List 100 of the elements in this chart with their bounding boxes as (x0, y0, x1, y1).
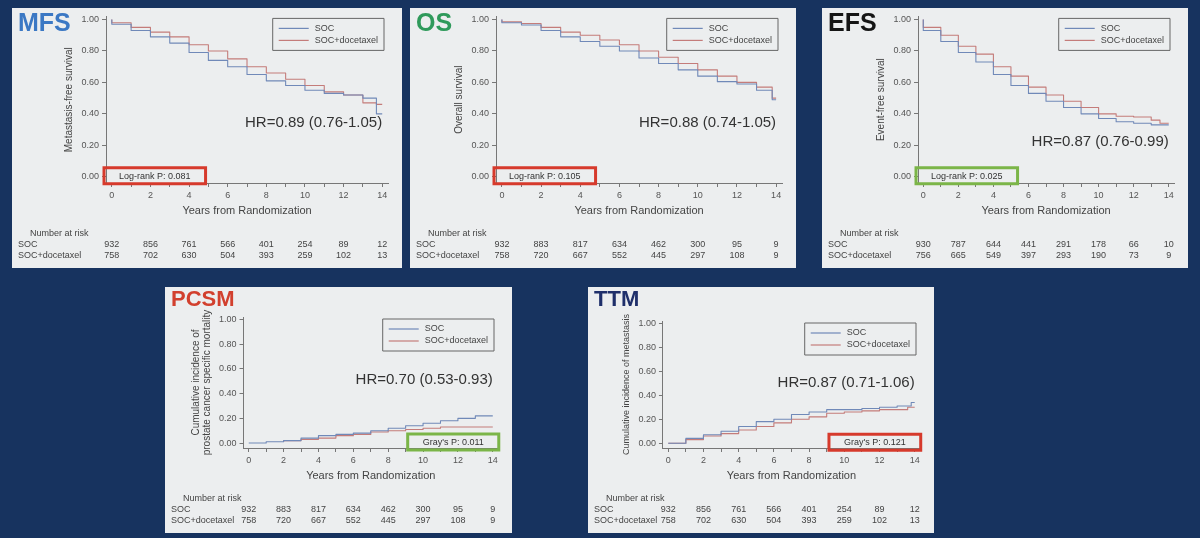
text: Number at risk (183, 493, 243, 504)
text: Number at risk (428, 228, 488, 239)
legend-label: SOC (314, 22, 335, 33)
x-tick-label: 14 (909, 454, 920, 465)
chart-title: EFS (828, 8, 877, 37)
text: 504 (220, 250, 236, 261)
x-tick-label: 10 (839, 454, 850, 465)
x-tick-label: 8 (385, 454, 391, 465)
x-tick-label: 0 (499, 189, 505, 200)
x-tick-label: 12 (338, 189, 349, 200)
text: SOC (171, 504, 191, 515)
text: 254 (297, 239, 313, 250)
x-tick-label: 4 (736, 454, 742, 465)
legend-label: SOC (708, 22, 729, 33)
chart-title: TTM (594, 286, 640, 312)
x-tick-label: 8 (806, 454, 812, 465)
text: 259 (836, 515, 852, 526)
text: 634 (611, 239, 627, 250)
legend-label: SOC (846, 327, 867, 338)
text: 441 (1020, 239, 1036, 250)
text: SOC+docetaxel (171, 515, 235, 526)
y-tick-label: 0.20 (638, 413, 656, 424)
text: 102 (336, 250, 352, 261)
text: 817 (572, 239, 588, 250)
text: 397 (1020, 250, 1036, 261)
x-tick-label: 10 (1093, 189, 1104, 200)
text: 761 (181, 239, 197, 250)
x-tick-label: 12 (731, 189, 742, 200)
y-tick-label: 0.40 (638, 389, 656, 400)
annotation: Log-rank P: 0.081 (119, 170, 191, 181)
text: 95 (452, 504, 463, 515)
text: 667 (572, 250, 588, 261)
text: 930 (915, 239, 931, 250)
text: 566 (220, 239, 236, 250)
y-tick-label: 0.00 (471, 171, 490, 182)
text: 102 (871, 515, 888, 526)
chart-title: MFS (18, 8, 71, 37)
text: 293 (1056, 250, 1072, 261)
text: SOC+docetaxel (18, 250, 82, 261)
annotation: Gray's P: 0.121 (843, 437, 906, 448)
text: 259 (297, 250, 313, 261)
text: 549 (985, 250, 1001, 261)
text: 401 (801, 504, 817, 515)
annotation: HR=0.70 (0.53-0.93) (355, 370, 493, 388)
x-tick-label: 2 (147, 189, 153, 200)
text: 89 (874, 504, 885, 515)
x-tick-label: 2 (538, 189, 544, 200)
text: 73 (1128, 250, 1139, 261)
text: 856 (142, 239, 158, 250)
text: 10 (1163, 239, 1174, 250)
legend-label: SOC+docetaxel (708, 34, 773, 45)
text: 291 (1056, 239, 1072, 250)
text: 393 (801, 515, 817, 526)
x-axis-title: Years from Randomization (182, 204, 312, 217)
annotation: Log-rank P: 0.025 (931, 170, 1003, 181)
x-tick-label: 2 (281, 454, 287, 465)
text: 95 (731, 239, 742, 250)
annotation: HR=0.87 (0.71-1.06) (777, 373, 915, 391)
y-tick-label: 1.00 (638, 317, 656, 328)
x-axis-title: Years from Randomization (306, 469, 436, 482)
text: 462 (651, 239, 667, 250)
text: SOC (416, 239, 436, 250)
text: 66 (1128, 239, 1139, 250)
text: SOC+docetaxel (828, 250, 892, 261)
text: 720 (276, 515, 292, 526)
y-tick-label: 0.60 (638, 365, 656, 376)
annotation: HR=0.88 (0.74-1.05) (638, 113, 777, 131)
x-tick-label: 4 (315, 454, 321, 465)
y-axis-title: Overall survival (453, 65, 464, 134)
y-tick-label: 0.40 (81, 108, 100, 119)
annotation: Gray's P: 0.011 (422, 437, 484, 448)
text: Number at risk (30, 228, 90, 239)
text: 393 (258, 250, 274, 261)
text: 13 (377, 250, 388, 261)
text: 401 (258, 239, 274, 250)
y-axis-title: Event-free survival (875, 58, 886, 142)
text: 552 (345, 515, 361, 526)
x-tick-label: 2 (700, 454, 706, 465)
text: 445 (380, 515, 396, 526)
legend-label: SOC+docetaxel (846, 339, 911, 350)
legend-label: SOC+docetaxel (1100, 34, 1165, 45)
text: 787 (950, 239, 966, 250)
legend-label: SOC (1100, 22, 1121, 33)
text: 9 (1166, 250, 1172, 261)
annotation: Log-rank P: 0.105 (509, 170, 581, 181)
x-axis-title: Years from Randomization (574, 204, 704, 217)
text: 300 (415, 504, 431, 515)
x-tick-label: 2 (955, 189, 961, 200)
y-tick-label: 0.00 (893, 171, 912, 182)
text: 883 (276, 504, 292, 515)
text: 9 (490, 504, 496, 515)
x-tick-label: 6 (350, 454, 356, 465)
x-tick-label: 12 (452, 454, 463, 465)
text: 9 (773, 250, 779, 261)
text: 932 (241, 504, 257, 515)
text: 300 (690, 239, 706, 250)
text: 932 (660, 504, 676, 515)
text: 644 (985, 239, 1001, 250)
x-tick-label: 0 (246, 454, 252, 465)
x-tick-label: 0 (920, 189, 926, 200)
